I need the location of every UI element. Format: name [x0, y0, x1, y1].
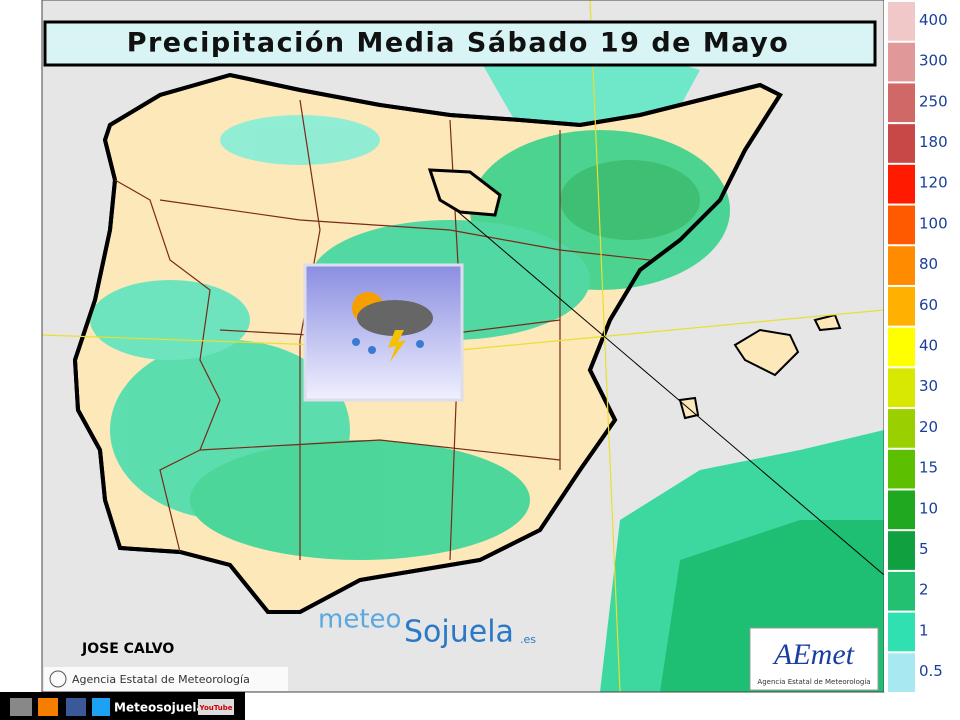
section-line: [449, 204, 891, 581]
legend-swatch: [888, 83, 915, 123]
rain-areas: [90, 115, 730, 560]
legend-label: 250: [919, 92, 948, 110]
aemet-logo-name: AEmet: [772, 638, 855, 671]
aemet-credit: Agencia Estatal de Meteorología: [72, 673, 250, 686]
aemet-logo: [749, 627, 879, 691]
rain-area: [220, 115, 380, 165]
watermark-sojuela: Sojuela: [404, 615, 514, 650]
rain-drops: [352, 338, 424, 354]
legend-label: 30: [919, 377, 938, 395]
la-rioja: [427, 168, 502, 217]
author: JOSE CALVO: [81, 641, 174, 657]
legend-label: 300: [919, 52, 948, 70]
title-box: [43, 20, 877, 67]
cloud-icon: [357, 300, 433, 336]
legend-swatch: [888, 571, 915, 611]
youtube-label: YouTube: [199, 704, 233, 712]
legend-label: 60: [919, 296, 938, 314]
credit-box: [44, 667, 288, 691]
legend-swatch: [888, 124, 915, 163]
legend-swatch: [888, 164, 915, 204]
legend-label: 120: [919, 174, 948, 192]
legend-label: 10: [919, 499, 938, 517]
graticule-line: [589, 0, 621, 693]
lightning-icon: [388, 330, 406, 362]
legend-label: 1: [919, 621, 929, 639]
legend-swatch: [888, 653, 915, 692]
legend-swatch: [888, 531, 915, 570]
legend-swatch: [888, 286, 915, 326]
legend-swatch: [888, 612, 915, 652]
legend-label: 2: [919, 581, 929, 599]
legend-swatch: [888, 42, 915, 82]
legend-swatch: [888, 2, 915, 41]
legend-label: 15: [919, 459, 938, 477]
legend-label: 0.5: [919, 662, 943, 680]
balearic-islands: [678, 313, 842, 420]
legend-swatch: [888, 368, 915, 408]
blogger-icon: [38, 698, 58, 716]
drop: [416, 340, 424, 348]
legend-label: 180: [919, 133, 948, 151]
drop: [352, 338, 360, 346]
weather-icon-box: [303, 263, 464, 402]
coastline: [72, 72, 783, 614]
twitter-icon: [92, 698, 110, 716]
legend-swatch: [888, 490, 915, 530]
legend-label: 40: [919, 337, 938, 355]
legend-label: 5: [919, 540, 929, 558]
facebook-icon: [66, 698, 86, 716]
watermark-tld: .es: [520, 633, 536, 646]
border: [114, 179, 221, 553]
legend-label: 400: [919, 11, 948, 29]
instagram-icon: [10, 698, 32, 716]
copyright-icon: [49, 670, 67, 688]
legend-swatch: [888, 205, 915, 245]
legend-label: 100: [919, 214, 948, 232]
aemet-logo-subtitle: Agencia Estatal de Meteorología: [757, 678, 870, 686]
drop: [368, 346, 376, 354]
legend-swatch: [888, 409, 915, 448]
legend-label: 80: [919, 255, 938, 273]
legend-label: 20: [919, 418, 938, 436]
title: Precipitación Media Sábado 19 de Mayo: [127, 28, 790, 59]
rain-area: [560, 160, 700, 240]
watermark-meteo: meteo: [318, 605, 401, 635]
rain-area: [90, 280, 250, 360]
legend-swatch: [888, 246, 915, 285]
youtube-icon: [198, 699, 234, 715]
footer-site: Meteosojuela: [114, 701, 205, 715]
legend: 400 300 250 180 120 100 80 60 40 30 20 15 10 5 2 1 0.5: [884, 0, 960, 692]
legend-swatch: [888, 327, 915, 367]
rain-area: [190, 440, 530, 560]
legend-swatch: [888, 449, 915, 489]
